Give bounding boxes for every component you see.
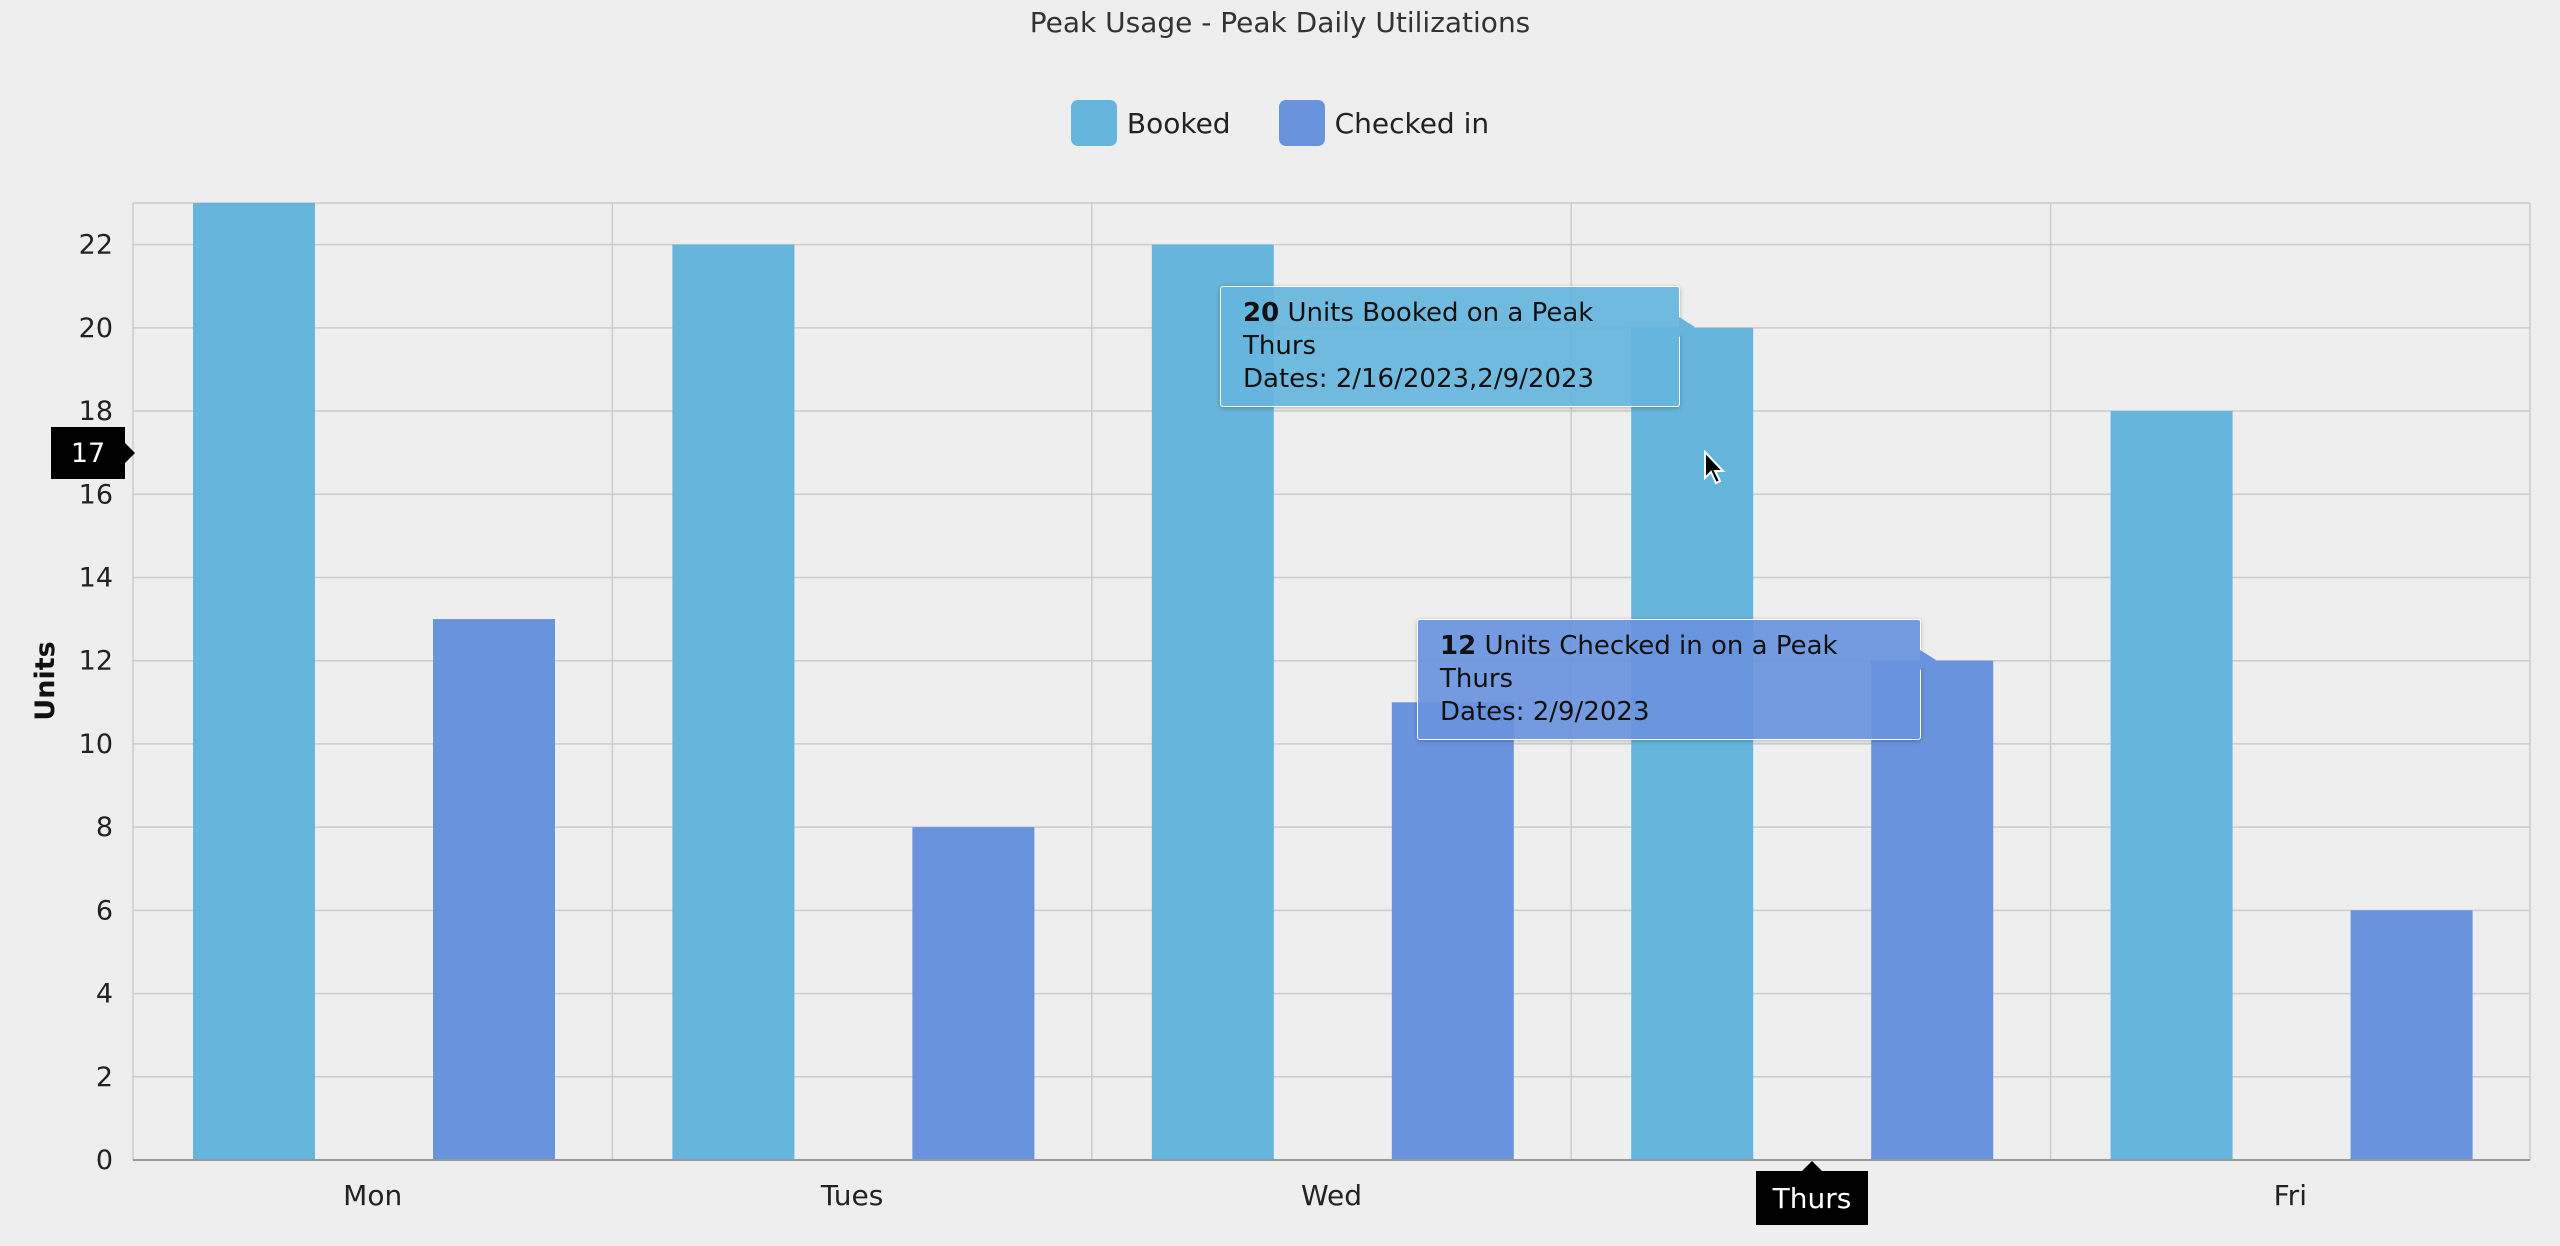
- y-tick-label: 12: [79, 646, 113, 677]
- bar-booked[interactable]: [193, 203, 315, 1160]
- y-axis-label: Units: [30, 641, 61, 720]
- y-tick-label: 18: [79, 396, 113, 427]
- bar-checked-in[interactable]: [912, 827, 1035, 1160]
- bar-booked[interactable]: [672, 244, 795, 1160]
- chart-title: Peak Usage - Peak Daily Utilizations: [1029, 6, 1531, 39]
- tooltip-checked-in: 12 Units Checked in on a Peak Thurs Date…: [1417, 619, 1936, 740]
- tooltip-booked-text: Units Booked on a Peak Thurs: [1243, 298, 1594, 361]
- y-tick-label: 14: [79, 562, 113, 593]
- legend-item-booked[interactable]: Booked: [1070, 100, 1231, 146]
- x-tick-label: Wed: [1301, 1179, 1362, 1212]
- tooltip-booked-arrow: [1679, 317, 1695, 337]
- bar-checked-in[interactable]: [433, 619, 555, 1160]
- y-tick-label: 22: [79, 230, 113, 261]
- y-tick-label: 2: [96, 1062, 113, 1093]
- bar-checked-in[interactable]: [1391, 702, 1514, 1160]
- bar-booked[interactable]: [1631, 327, 1754, 1161]
- bar-checked-in[interactable]: [2350, 910, 2473, 1160]
- y-tick-label: 10: [79, 729, 113, 760]
- y-tick-label: 0: [96, 1145, 113, 1176]
- legend-swatch-checked-in: [1278, 100, 1325, 146]
- legend-label-checked-in: Checked in: [1334, 106, 1490, 140]
- x-tick-label: Mon: [343, 1179, 402, 1212]
- mouse-pointer-icon: [1704, 450, 1726, 485]
- tooltip-checked-value: 12: [1440, 631, 1477, 661]
- x-tick-label: Tues: [820, 1179, 883, 1212]
- crosshair-x-label: Thurs: [1756, 1161, 1868, 1225]
- tooltip-booked-dates: Dates: 2/16/2023,2/9/2023: [1243, 364, 1595, 394]
- legend-item-checked-in[interactable]: Checked in: [1278, 100, 1490, 146]
- tooltip-checked-text: Units Checked in on a Peak Thurs: [1440, 631, 1838, 694]
- y-tick-label: 20: [79, 313, 113, 344]
- y-tick-label: 6: [96, 895, 113, 926]
- bar-checked-in[interactable]: [1871, 660, 1994, 1160]
- y-tick-label: 16: [79, 479, 113, 510]
- x-tick-label: Fri: [2274, 1179, 2307, 1212]
- y-tick-label: 4: [96, 979, 113, 1010]
- tooltip-booked-value: 20: [1243, 298, 1280, 328]
- legend: Booked Checked in: [0, 100, 2560, 146]
- bar-booked[interactable]: [2110, 411, 2233, 1161]
- y-tick-label: 8: [96, 812, 113, 843]
- tooltip-checked-dates: Dates: 2/9/2023: [1440, 697, 1650, 727]
- legend-swatch-booked: [1070, 100, 1117, 146]
- tooltip-checked-arrow: [1920, 650, 1936, 670]
- crosshair-y-label: 17: [51, 427, 135, 479]
- tooltip-booked: 20 Units Booked on a Peak Thurs Dates: 2…: [1220, 286, 1695, 407]
- legend-label-booked: Booked: [1126, 106, 1231, 140]
- bars[interactable]: [193, 203, 2473, 1161]
